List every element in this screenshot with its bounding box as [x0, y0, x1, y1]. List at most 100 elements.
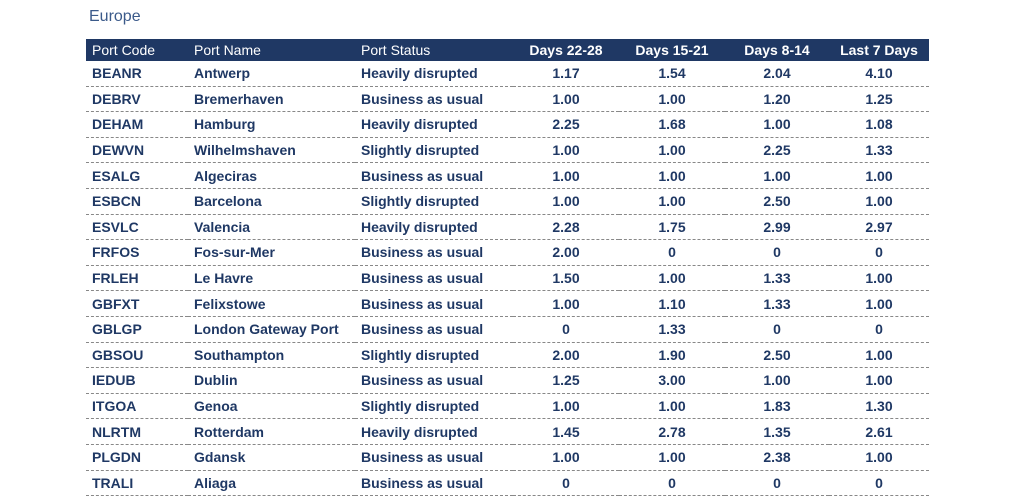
table-cell: 4.10 [829, 61, 929, 87]
table-cell: 1.00 [513, 444, 619, 471]
table-cell: ESBCN [86, 188, 188, 215]
table-cell: 1.00 [513, 290, 619, 317]
table-cell: 1.50 [513, 265, 619, 292]
table-row: DEHAM Hamburg Heavily disrupted 2.25 1.68 1.0… [86, 111, 929, 138]
table-cell: 1.00 [513, 137, 619, 164]
table-cell: 1.25 [513, 367, 619, 394]
table-cell: 1.00 [513, 393, 619, 420]
table-cell: 1.00 [513, 162, 619, 189]
table-cell: London Gateway Port [188, 316, 355, 343]
table-row: FRLEH Le Havre Business as usual 1.50 1.00 1.… [86, 265, 929, 292]
table-cell: 1.75 [619, 214, 725, 241]
table-cell: TRALI [86, 470, 188, 497]
table-cell: ITGOA [86, 393, 188, 420]
table-row: GBLGP London Gateway Port Business as usua… [86, 316, 929, 343]
table-cell: ESVLC [86, 214, 188, 241]
table-cell: 1.33 [725, 265, 829, 292]
table-cell: 1.45 [513, 418, 619, 445]
table-cell: DEWVN [86, 137, 188, 164]
table-cell: 1.00 [619, 137, 725, 164]
table-cell: FRFOS [86, 239, 188, 266]
table-cell: 1.35 [725, 418, 829, 445]
table-cell: Slightly disrupted [355, 342, 513, 369]
table-cell: 1.00 [619, 162, 725, 189]
table-cell: 1.00 [829, 367, 929, 394]
table-cell: Barcelona [188, 188, 355, 215]
table-cell: Business as usual [355, 367, 513, 394]
table-cell: Slightly disrupted [355, 393, 513, 420]
column-header: Last 7 Days [829, 39, 929, 61]
table-cell: Valencia [188, 214, 355, 241]
table-cell: Algeciras [188, 162, 355, 189]
table-row: BEANR Antwerp Heavily disrupted 1.17 1.54 2.0… [86, 61, 929, 87]
table-row: ITGOA Genoa Slightly disrupted 1.00 1.00 1.83… [86, 393, 929, 420]
table-cell: 0 [513, 470, 619, 497]
table-cell: Hamburg [188, 111, 355, 138]
table-cell: 3.00 [619, 367, 725, 394]
table-cell: Aliaga [188, 470, 355, 497]
table-cell: 1.00 [829, 265, 929, 292]
table-cell: Antwerp [188, 61, 355, 87]
table-cell: 1.00 [725, 367, 829, 394]
table-cell: 2.99 [725, 214, 829, 241]
table-cell: 1.68 [619, 111, 725, 138]
table-cell: 1.33 [619, 316, 725, 343]
table-cell: Slightly disrupted [355, 188, 513, 215]
table-cell: 1.10 [619, 290, 725, 317]
table-row: FRFOS Fos-sur-Mer Business as usual 2.00 0 0 0 [86, 239, 929, 266]
table-cell: 1.90 [619, 342, 725, 369]
table-cell: Wilhelmshaven [188, 137, 355, 164]
table-cell: 2.97 [829, 214, 929, 241]
table-cell: 1.33 [829, 137, 929, 164]
table-cell: 1.00 [725, 111, 829, 138]
table-cell: 0 [725, 470, 829, 497]
table-cell: 1.00 [829, 188, 929, 215]
section-title: Europe [89, 8, 141, 25]
table-cell: 2.38 [725, 444, 829, 471]
table-cell: 1.00 [619, 188, 725, 215]
table-cell: PLGDN [86, 444, 188, 471]
table-row: ESVLC Valencia Heavily disrupted 2.28 1.75 2.… [86, 214, 929, 241]
table-cell: 1.00 [829, 290, 929, 317]
table-cell: Heavily disrupted [355, 418, 513, 445]
table-cell: 1.00 [829, 162, 929, 189]
table-cell: 2.28 [513, 214, 619, 241]
table-cell: 0 [829, 470, 929, 497]
column-header: Port Code [86, 39, 188, 61]
table-row: NLRTM Rotterdam Heavily disrupted 1.45 2.78 1… [86, 418, 929, 445]
table-cell: 1.00 [513, 188, 619, 215]
table-cell: 0 [513, 316, 619, 343]
table-cell: GBSOU [86, 342, 188, 369]
table-cell: Bremerhaven [188, 86, 355, 113]
table-row: GBFXT Felixstowe Business as usual 1.00 1.10… [86, 290, 929, 317]
table-cell: Rotterdam [188, 418, 355, 445]
table-cell: 1.00 [619, 444, 725, 471]
table-row: TRALI Aliaga Business as usual 0 0 0 0 [86, 470, 929, 497]
table-cell: 1.00 [619, 393, 725, 420]
table-cell: Felixstowe [188, 290, 355, 317]
table-row: ESALG Algeciras Business as usual 1.00 1.00 1… [86, 162, 929, 189]
table-cell: 2.00 [513, 342, 619, 369]
column-header: Port Name [188, 39, 355, 61]
table-cell: ESALG [86, 162, 188, 189]
table-cell: Business as usual [355, 239, 513, 266]
table-cell: IEDUB [86, 367, 188, 394]
table-cell: 1.83 [725, 393, 829, 420]
table-cell: 1.08 [829, 111, 929, 138]
table-cell: 1.30 [829, 393, 929, 420]
table-cell: Gdansk [188, 444, 355, 471]
table-row: DEBRV Bremerhaven Business as usual 1.00 1.0… [86, 86, 929, 113]
table-cell: GBFXT [86, 290, 188, 317]
table-cell: 0 [725, 316, 829, 343]
table-cell: Heavily disrupted [355, 61, 513, 87]
table-cell: Business as usual [355, 470, 513, 497]
table-row: PLGDN Gdansk Business as usual 1.00 1.00 2.38… [86, 444, 929, 471]
column-header: Days 8-14 [725, 39, 829, 61]
table-cell: 1.17 [513, 61, 619, 87]
table-cell: 0 [619, 470, 725, 497]
table-cell: Business as usual [355, 162, 513, 189]
table-cell: Business as usual [355, 290, 513, 317]
table-cell: Le Havre [188, 265, 355, 292]
table-cell: 1.00 [513, 86, 619, 113]
table-cell: Fos-sur-Mer [188, 239, 355, 266]
